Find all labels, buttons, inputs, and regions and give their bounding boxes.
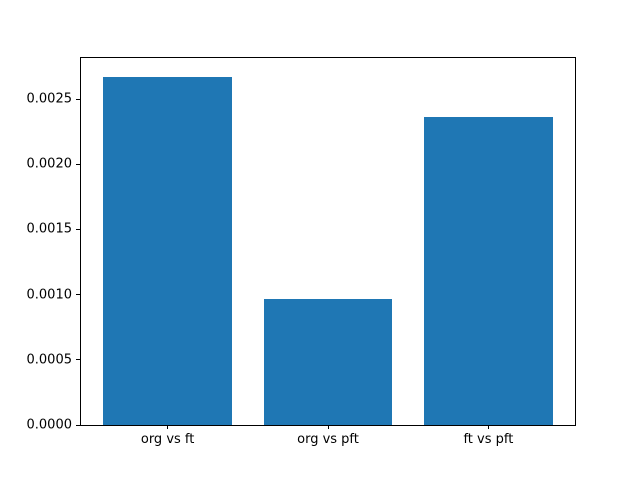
x-tick-label: org vs ft xyxy=(140,432,195,447)
y-tick-label: 0.0015 xyxy=(26,221,73,237)
y-tick-mark xyxy=(76,424,80,426)
y-tick-mark xyxy=(76,359,80,361)
y-tick-label: 0.0000 xyxy=(26,417,73,433)
y-tick-mark xyxy=(76,98,80,100)
bar-org-vs-ft xyxy=(103,76,232,425)
y-tick-mark xyxy=(76,294,80,296)
x-tick-label: org vs pft xyxy=(297,432,359,447)
x-tick-mark xyxy=(167,425,169,429)
y-tick-mark xyxy=(76,228,80,230)
bar-org-vs-pft xyxy=(263,298,393,425)
y-tick-label: 0.0025 xyxy=(26,91,73,107)
x-tick-mark xyxy=(487,425,489,429)
x-tick-label: ft vs pft xyxy=(463,432,514,447)
y-tick-label: 0.0005 xyxy=(26,352,73,368)
x-tick-mark xyxy=(327,425,329,429)
y-tick-mark xyxy=(76,163,80,165)
plot-area: 0.0000 0.0005 0.0010 0.0015 0.0020 0.0025 org… xyxy=(27,57,576,446)
bar-ft-vs-pft xyxy=(424,117,553,425)
y-tick-label: 0.0020 xyxy=(26,156,73,172)
y-tick-label: 0.0010 xyxy=(26,287,73,303)
